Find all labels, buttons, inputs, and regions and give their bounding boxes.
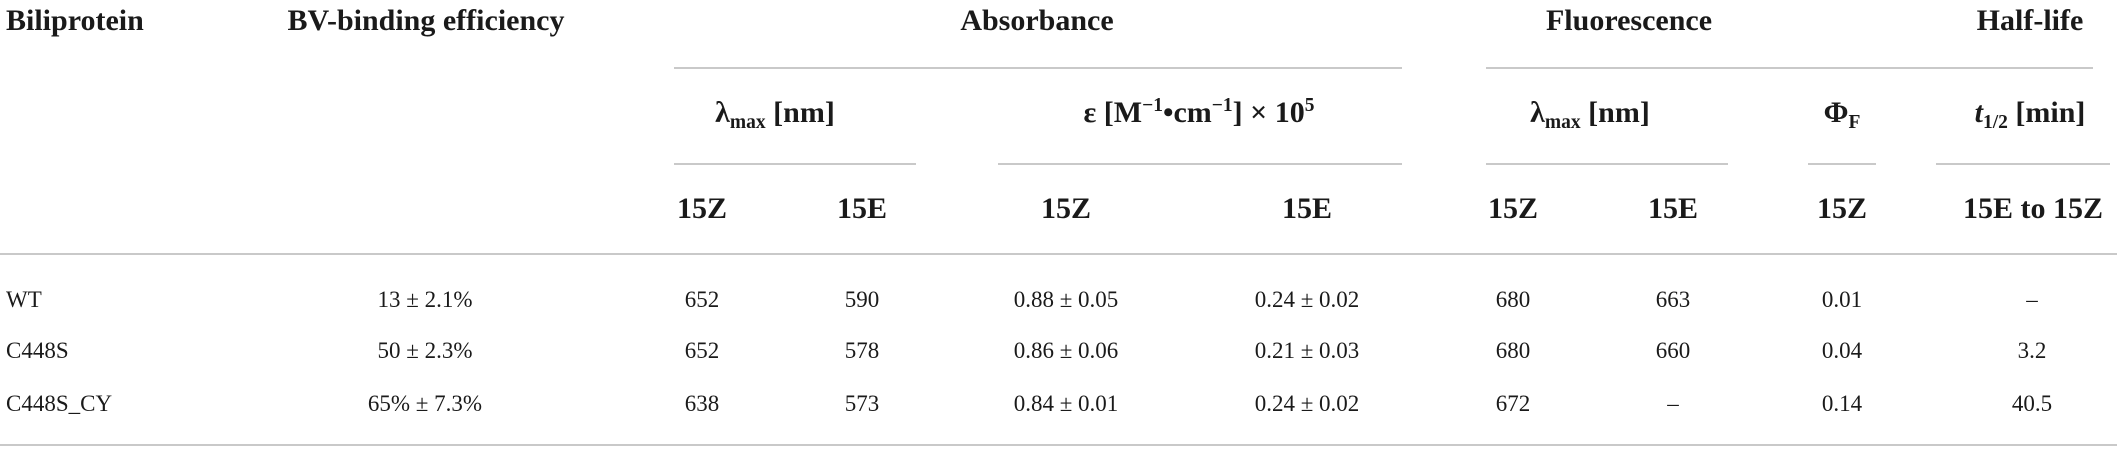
table-cell: 672 (1495, 391, 1531, 416)
table-cell: 3.2 (2017, 338, 2047, 363)
table-cell: 660 (1655, 338, 1691, 363)
table-cell: 0.04 (1821, 338, 1863, 363)
table-cell: 13 ± 2.1% (377, 287, 473, 312)
table-cell: 638 (684, 391, 720, 416)
table-cell-biliprotein: C448S_CY (6, 391, 113, 416)
absorbance-spanner-rule (674, 67, 1402, 69)
state-header: 15Z (1487, 192, 1539, 225)
table-cell: 590 (844, 287, 880, 312)
header-absorbance: Absorbance (960, 4, 1114, 37)
header-bv-binding-efficiency: BV-binding efficiency (287, 4, 565, 37)
abs-epsilon-spanner-rule (998, 163, 1402, 165)
state-header: 15Z (1816, 192, 1868, 225)
table-cell: – (2026, 287, 2038, 312)
subheader-quantum-yield: ΦF (1823, 96, 1861, 134)
half-life-spanner-rule (1936, 163, 2110, 165)
table-cell-biliprotein: WT (6, 287, 42, 312)
state-header: 15E (1647, 192, 1699, 225)
table-cell: – (1667, 391, 1679, 416)
header-half-life: Half-life (1976, 4, 2084, 37)
table-cell: 0.86 ± 0.06 (1013, 338, 1119, 363)
phi-spanner-rule (1808, 163, 1876, 165)
table-cell: 652 (684, 287, 720, 312)
table-cell: 65% ± 7.3% (367, 391, 483, 416)
state-header: 15Z (1040, 192, 1092, 225)
table-cell-biliprotein: C448S (6, 338, 69, 363)
state-header: 15E (836, 192, 888, 225)
table-cell: 663 (1655, 287, 1691, 312)
fl-lambda-spanner-rule (1486, 163, 1728, 165)
state-header: 15E to 15Z (1962, 192, 2104, 225)
table-cell: 50 ± 2.3% (377, 338, 473, 363)
table-cell: 652 (684, 338, 720, 363)
header-bottom-rule (0, 253, 2117, 255)
table-bottom-rule (0, 444, 2117, 446)
table-cell: 0.21 ± 0.03 (1254, 338, 1360, 363)
table-cell: 578 (844, 338, 880, 363)
subheader-fluorescence-lambda-max: λmax [nm] (1530, 96, 1650, 134)
subheader-absorbance-lambda-max: λmax [nm] (715, 96, 835, 134)
table-cell: 573 (844, 391, 880, 416)
subheader-absorbance-epsilon: ε [M−1•cm−1] × 105 (1083, 95, 1315, 129)
table-cell: 0.01 (1821, 287, 1863, 312)
header-fluorescence: Fluorescence (1545, 4, 1713, 37)
subheader-half-life-t: t1/2 [min] (1974, 96, 2086, 134)
abs-lambda-spanner-rule (674, 163, 916, 165)
header-biliprotein: Biliprotein (6, 4, 144, 37)
table-cell: 0.88 ± 0.05 (1013, 287, 1119, 312)
table-cell: 0.84 ± 0.01 (1013, 391, 1119, 416)
table-cell: 0.24 ± 0.02 (1254, 391, 1360, 416)
table-cell: 40.5 (2011, 391, 2053, 416)
table-cell: 680 (1495, 287, 1531, 312)
state-header: 15Z (676, 192, 728, 225)
table-cell: 680 (1495, 338, 1531, 363)
state-header: 15E (1281, 192, 1333, 225)
table-cell: 0.14 (1821, 391, 1863, 416)
table-cell: 0.24 ± 0.02 (1254, 287, 1360, 312)
fluorescence-spanner-rule (1486, 67, 2093, 69)
